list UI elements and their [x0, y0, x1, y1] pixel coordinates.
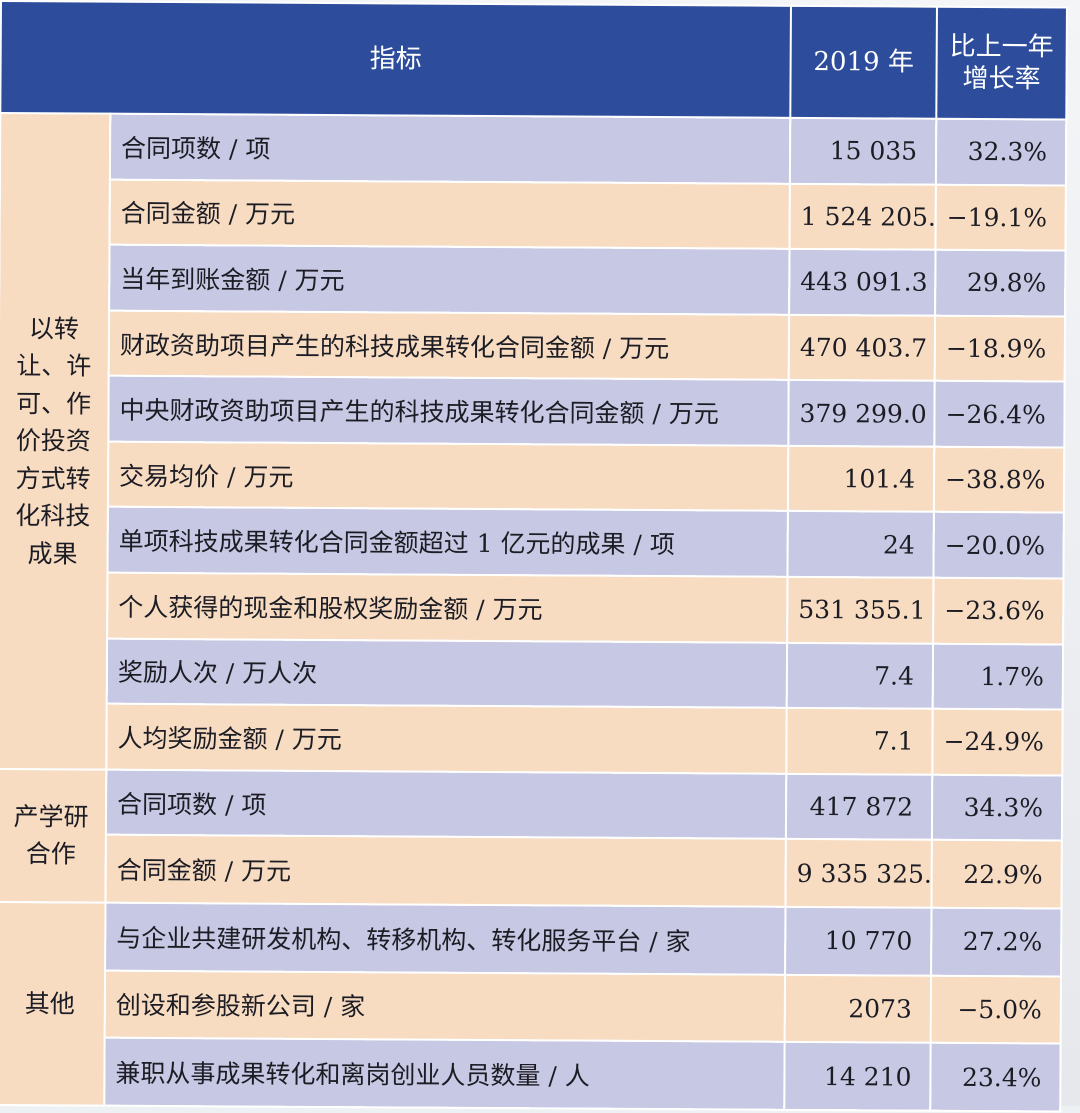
indicator-cell: 奖励人次 / 万人次: [106, 638, 788, 709]
table-row: 产学研合作 合同项数 / 项 417 872 34.3%: [0, 768, 1063, 903]
growth-cell: 1.7%: [932, 643, 1064, 710]
indicator-cell: 单项科技成果转化合同金额超过 1 亿元的成果 / 项: [107, 507, 788, 577]
category-cell: 以转让、许可、作价投资方式转化科技成果: [0, 113, 111, 770]
growth-cell: −20.0%: [933, 512, 1064, 579]
growth-cell: 23.4%: [930, 1042, 1061, 1112]
table-row: 单项科技成果转化合同金额超过 1 亿元的成果 / 项 24 −20.0%: [0, 506, 1064, 579]
table-row: 交易均价 / 万元 101.4 −38.8%: [0, 441, 1065, 513]
growth-cell: −19.1%: [935, 184, 1066, 251]
growth-cell: −18.9%: [934, 315, 1066, 382]
table-row: 合同金额 / 万元 1 524 205.7 −19.1%: [0, 179, 1066, 251]
category-cell: 产学研合作: [0, 768, 107, 903]
value-cell: 2073: [784, 974, 932, 1043]
indicator-cell: 合同项数 / 项: [105, 769, 787, 840]
value-cell: 9 335 325.4: [785, 839, 932, 908]
value-cell: 417 872: [785, 773, 933, 841]
header-year: 2019 年: [790, 5, 937, 119]
value-cell: 7.1: [786, 708, 933, 775]
header-row: 指标 2019 年 比上一年 增长率: [0, 1, 1067, 120]
growth-cell: 34.3%: [931, 774, 1063, 841]
indicator-cell: 合同项数 / 项: [109, 113, 791, 184]
table-row: 以转让、许可、作价投资方式转化科技成果 合同项数 / 项 15 035 32.3…: [0, 113, 1067, 770]
value-cell: 1 524 205.7: [789, 183, 936, 250]
header-growth-line1: 比上一年: [949, 31, 1054, 62]
header-growth-line2: 增长率: [962, 63, 1041, 95]
value-cell: 379 299.0: [788, 380, 935, 447]
header-indicator: 指标: [0, 1, 791, 118]
indicator-cell: 个人获得的现金和股权奖励金额 / 万元: [107, 572, 788, 643]
indicator-cell: 人均奖励金额 / 万元: [106, 703, 787, 774]
growth-cell: −38.8%: [933, 446, 1065, 513]
table-row: 创设和参股新公司 / 家 2073 −5.0%: [0, 970, 1062, 1044]
growth-cell: −23.6%: [933, 577, 1064, 645]
indicator-cell: 合同金额 / 万元: [105, 835, 786, 907]
table-row: 合同金额 / 万元 9 335 325.4 22.9%: [0, 834, 1062, 909]
growth-cell: 27.2%: [931, 907, 1062, 977]
indicator-cell: 交易均价 / 万元: [107, 441, 789, 512]
table-row: 其他 与企业共建研发机构、转移机构、转化服务平台 / 家 10 770 27.2…: [0, 901, 1062, 1106]
table-row: 个人获得的现金和股权奖励金额 / 万元 531 355.1 −23.6%: [0, 572, 1064, 645]
indicator-cell: 与企业共建研发机构、转移机构、转化服务平台 / 家: [105, 902, 786, 975]
table-row: 兼职从事成果转化和离岗创业人员数量 / 人 14 210 23.4%: [0, 1037, 1061, 1112]
value-cell: 15 035: [789, 117, 937, 185]
growth-cell: 22.9%: [931, 840, 1062, 909]
table-row: 财政资助项目产生的科技成果转化合同金额 / 万元 470 403.7 −18.9…: [0, 310, 1066, 382]
indicator-cell: 中央财政资助项目产生的科技成果转化合同金额 / 万元: [108, 375, 789, 446]
table-row: 当年到账金额 / 万元 443 091.3 29.8%: [0, 244, 1066, 317]
growth-cell: −5.0%: [930, 975, 1062, 1044]
category-cell: 其他: [0, 901, 106, 1106]
value-cell: 7.4: [786, 642, 934, 709]
value-cell: 24: [787, 511, 934, 578]
value-cell: 443 091.3: [789, 248, 936, 316]
value-cell: 101.4: [787, 445, 935, 513]
growth-cell: −24.9%: [932, 708, 1063, 776]
header-growth: 比上一年 增长率: [936, 6, 1067, 120]
growth-cell: −26.4%: [934, 381, 1065, 448]
table-row: 奖励人次 / 万人次 7.4 1.7%: [0, 638, 1064, 710]
indicator-cell: 财政资助项目产生的科技成果转化合同金额 / 万元: [108, 310, 790, 381]
indicator-cell: 兼职从事成果转化和离岗创业人员数量 / 人: [104, 1037, 785, 1110]
growth-cell: 29.8%: [935, 249, 1066, 317]
value-cell: 10 770: [785, 906, 932, 976]
value-cell: 470 403.7: [788, 314, 936, 382]
value-cell: 14 210: [784, 1042, 931, 1111]
value-cell: 531 355.1: [787, 576, 934, 644]
indicator-cell: 创设和参股新公司 / 家: [104, 970, 786, 1043]
table-row: 中央财政资助项目产生的科技成果转化合同金额 / 万元 379 299.0 −26…: [0, 375, 1065, 448]
indicator-cell: 合同金额 / 万元: [109, 179, 790, 249]
growth-cell: 32.3%: [935, 118, 1067, 186]
indicator-cell: 当年到账金额 / 万元: [109, 244, 790, 315]
table-row: 人均奖励金额 / 万元 7.1 −24.9%: [0, 703, 1063, 776]
